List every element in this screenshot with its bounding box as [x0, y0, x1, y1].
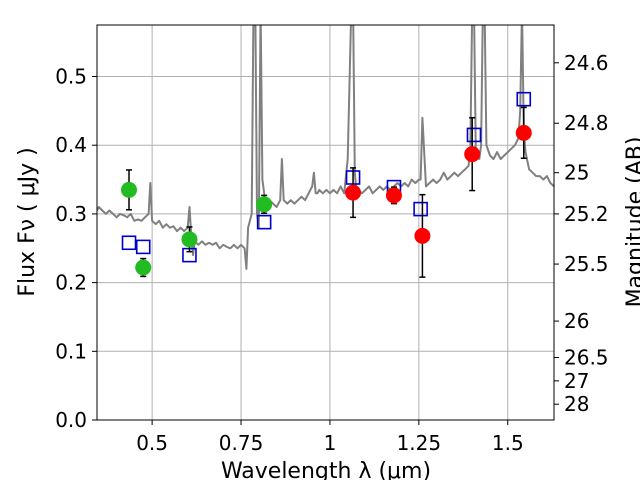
- x-tick-label: 1.25: [397, 431, 442, 455]
- data-point: [135, 259, 152, 276]
- right-tick-label: 24.8: [564, 111, 609, 135]
- right-tick-label: 25: [564, 161, 589, 185]
- y-tick-label: 0.3: [55, 202, 87, 226]
- model-sed-line: [97, 25, 554, 270]
- markers-layer: [121, 91, 532, 278]
- data-point: [121, 181, 138, 198]
- x-axis-label: Wavelength λ (μm): [221, 459, 431, 480]
- data-point: [345, 184, 362, 201]
- right-tick-label: 24.6: [564, 51, 609, 75]
- y-tick-label: 0.2: [55, 271, 87, 295]
- right-tick-label: 27: [564, 369, 589, 393]
- data-point: [256, 196, 273, 213]
- right-tick-label: 25.5: [564, 252, 609, 276]
- y-tick-label: 0.5: [55, 65, 87, 89]
- data-point: [385, 187, 402, 204]
- model-photometry-square: [516, 91, 532, 107]
- right-tick-label: 25.2: [564, 202, 609, 226]
- x-tick-label: 1: [324, 431, 337, 455]
- y-tick-label: 0.1: [55, 339, 87, 363]
- data-point: [515, 124, 532, 141]
- y-tick-label: 0.4: [55, 133, 87, 157]
- data-point: [181, 231, 198, 248]
- y-tick-label: 0.0: [55, 408, 87, 432]
- data-point: [464, 146, 481, 163]
- x-tick-label: 1.5: [492, 431, 524, 455]
- x-axis: 0.5 0.75 1 1.25 1.5: [136, 420, 524, 455]
- y-axis-label: Flux Fν ( μJy ): [15, 147, 40, 296]
- model-photometry-square: [466, 127, 482, 143]
- plot-frame: [96, 24, 555, 421]
- model-photometry-square: [256, 214, 272, 230]
- right-tick-label: 26: [564, 309, 589, 333]
- x-tick-label: 0.75: [219, 431, 264, 455]
- model-photometry-square: [135, 239, 151, 255]
- right-axis-label: Magnitude (AB): [623, 137, 640, 308]
- model-photometry-square: [121, 235, 137, 251]
- right-tick-label: 28: [564, 392, 589, 416]
- model-photometry-square: [413, 201, 428, 217]
- right-tick-label: 26.5: [564, 345, 609, 369]
- x-tick-label: 0.5: [136, 431, 168, 455]
- data-point: [414, 227, 431, 244]
- y-axis: 0.0 0.1 0.2 0.3 0.4 0.5: [55, 65, 97, 432]
- model-sed-layer: [97, 25, 554, 270]
